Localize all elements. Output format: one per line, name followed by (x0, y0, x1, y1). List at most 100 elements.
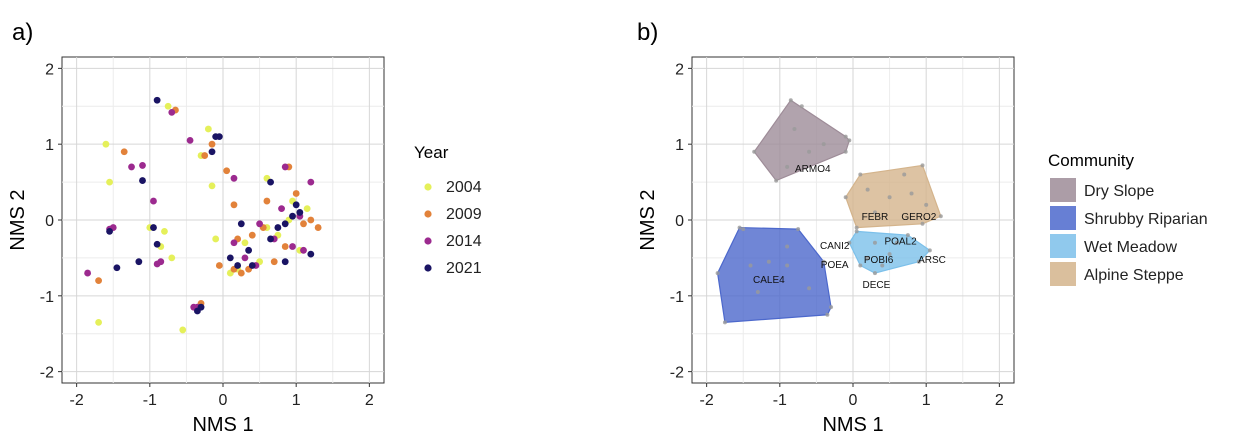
legend-label: Shrubby Riparian (1084, 211, 1208, 228)
legend-title: Community (1048, 151, 1134, 170)
data-point (237, 269, 245, 277)
hull-point (843, 149, 848, 154)
tick-label-x: 2 (365, 392, 374, 409)
data-point (150, 224, 157, 231)
data-point (226, 254, 234, 262)
legend-label: 2004 (446, 179, 482, 196)
hull-point (785, 164, 790, 169)
hull-point (872, 271, 877, 276)
hull-point (821, 142, 826, 147)
hull-point (752, 149, 757, 154)
tick-label-x: 0 (219, 392, 228, 409)
data-point (303, 205, 311, 213)
data-point (296, 209, 304, 216)
data-point (281, 243, 289, 250)
legend-swatch (1050, 206, 1076, 230)
hull-point (894, 240, 899, 245)
legend-swatch (424, 210, 432, 218)
data-point (208, 182, 216, 190)
data-point (274, 224, 282, 231)
legend-swatch (1050, 234, 1076, 258)
tick-label-y: -1 (670, 289, 684, 306)
hull-point (887, 195, 892, 200)
hull-point (924, 202, 929, 207)
legend-swatch (1050, 262, 1076, 286)
hull-point (843, 195, 848, 200)
data-point (135, 258, 143, 266)
tick-label-x: -1 (143, 392, 157, 409)
hull-point (807, 286, 812, 291)
hull-point (854, 225, 859, 230)
hull-point (920, 163, 925, 168)
data-point (215, 262, 223, 269)
tick-label-x: 1 (922, 392, 931, 409)
data-point (168, 108, 176, 116)
hull-point (737, 225, 742, 230)
data-point (237, 220, 245, 228)
data-point (289, 243, 296, 250)
data-point (186, 136, 194, 144)
data-point (267, 235, 274, 243)
community-hull (716, 226, 832, 323)
hull-point (788, 98, 793, 103)
data-point (281, 220, 289, 228)
species-label: GERO2 (901, 212, 936, 223)
data-point (153, 96, 161, 104)
hull-point (755, 290, 760, 295)
tick-label-x: 1 (292, 392, 301, 409)
data-point (102, 140, 110, 148)
hull-point (766, 259, 771, 264)
species-label: CALE4 (753, 275, 785, 286)
data-point (204, 125, 212, 133)
data-point (314, 224, 322, 231)
y-axis-label: NMS 2 (7, 189, 29, 250)
hull-point (927, 248, 932, 253)
hull-point (909, 191, 914, 196)
data-point (128, 163, 135, 171)
hull-point (748, 263, 753, 268)
data-point (307, 216, 315, 224)
tick-label-y: 0 (45, 213, 54, 230)
y-axis-label: NMS 2 (637, 189, 659, 250)
data-point (267, 178, 274, 186)
legend-swatch (1050, 178, 1076, 202)
hull-point (938, 214, 943, 219)
legend-label: 2009 (446, 206, 482, 223)
data-point (248, 262, 256, 269)
data-point (292, 190, 300, 197)
panel-a-label: a) (12, 19, 33, 46)
hull-point (920, 221, 925, 226)
legend-label: 2014 (446, 233, 482, 250)
hull-point (722, 320, 727, 325)
tick-label-y: -2 (670, 365, 684, 382)
data-point (208, 140, 216, 148)
x-axis-label: NMS 1 (822, 414, 883, 436)
hull-point (858, 263, 863, 268)
hull-point (741, 227, 746, 232)
legend-label: Wet Meadow (1084, 239, 1178, 256)
data-point (208, 148, 216, 156)
data-point (248, 231, 256, 239)
data-point (292, 201, 300, 209)
tick-label-y: 2 (45, 61, 54, 78)
hull-point (807, 149, 812, 154)
data-point (256, 220, 263, 228)
data-point (307, 250, 315, 258)
hull-point (902, 172, 907, 177)
data-point (161, 227, 168, 235)
data-point (153, 260, 161, 268)
data-point (281, 258, 289, 266)
data-point (150, 197, 157, 205)
tick-label-x: 2 (995, 392, 1004, 409)
data-point (212, 235, 220, 243)
data-point (307, 178, 315, 186)
hull-point (854, 229, 859, 234)
data-point (139, 177, 146, 184)
data-point (120, 148, 128, 156)
hull-point (847, 240, 852, 245)
data-point (193, 307, 201, 315)
data-point (153, 240, 161, 248)
hull-point (829, 305, 834, 310)
data-point (263, 197, 271, 205)
